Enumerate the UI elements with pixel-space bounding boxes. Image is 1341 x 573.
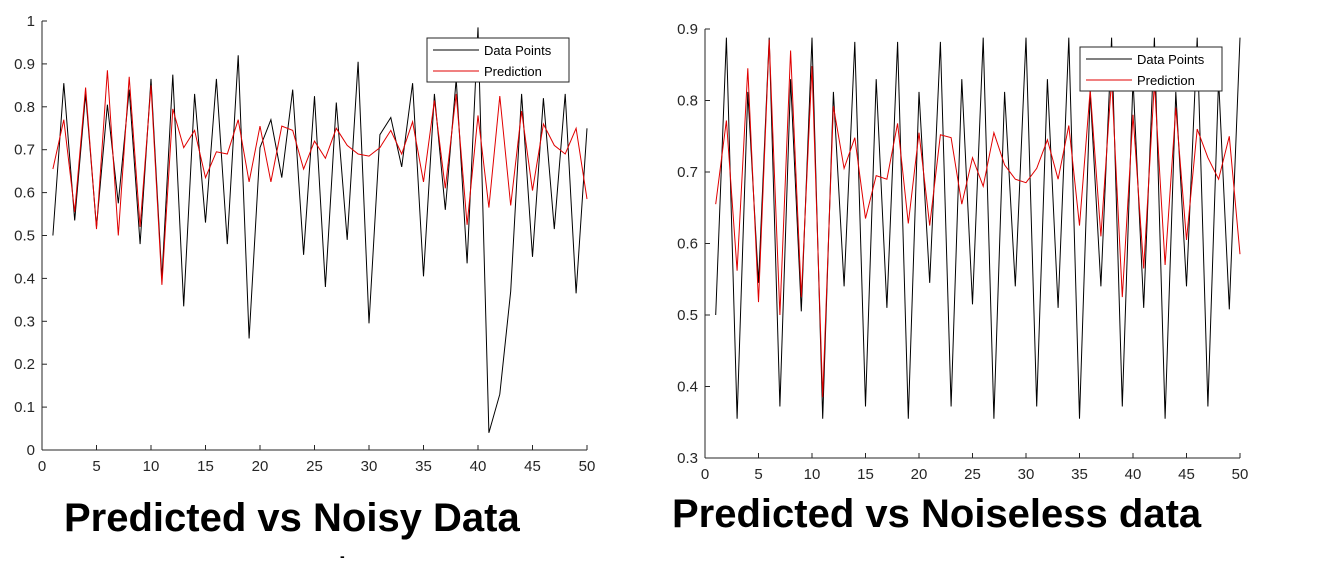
caption-mark: - xyxy=(340,548,345,564)
x-tick-label: 10 xyxy=(804,466,821,480)
x-tick-label: 30 xyxy=(1018,466,1035,480)
left-chart-panel: 0 5 10 15 20 25 30 35 40 45 50 0 0.1 0.2 0.3 0.4 0.5 0.6 0… xyxy=(0,0,640,480)
y-tick-label: 0.6 xyxy=(677,236,698,253)
y-tick-label: 0.9 xyxy=(677,21,698,38)
legend-label-data-points: Data Points xyxy=(484,43,552,58)
x-tick-label: 15 xyxy=(857,466,874,480)
y-tick-label: 0.2 xyxy=(14,356,35,373)
series-line-prediction xyxy=(52,70,588,285)
x-tick-label: 30 xyxy=(361,458,378,475)
x-tick-label: 40 xyxy=(470,458,487,475)
x-tick-label: 5 xyxy=(754,466,762,480)
x-tick-label: 35 xyxy=(1071,466,1088,480)
legend: Data Points Prediction xyxy=(1079,46,1223,92)
y-tick-label: 0.7 xyxy=(677,164,698,181)
right-chart: 0 5 10 15 20 25 30 35 40 45 50 0.3 0.4 0.5 0.6 0.7 0.8 0.… xyxy=(677,21,1249,483)
y-tick-label: 0.7 xyxy=(14,142,35,159)
y-tick-label: 0.3 xyxy=(677,450,698,467)
x-tick-label: 20 xyxy=(911,466,928,480)
x-tick-label: 10 xyxy=(143,458,160,475)
series-line-data-points xyxy=(52,27,588,433)
y-tick-label: 1 xyxy=(27,13,35,30)
legend-label-data-points: Data Points xyxy=(1137,52,1205,67)
x-tick-label: 35 xyxy=(415,458,432,475)
x-tick-label: 0 xyxy=(701,466,709,480)
x-tick-label: 45 xyxy=(524,458,541,475)
series-line-data-points xyxy=(715,37,1241,419)
x-tick-label: 20 xyxy=(252,458,269,475)
y-tick-label: 0.8 xyxy=(14,99,35,116)
y-tick-label: 0.6 xyxy=(14,185,35,202)
y-tick-label: 0.8 xyxy=(677,93,698,110)
x-tick-label: 5 xyxy=(92,458,100,475)
right-chart-caption: Predicted vs Noiseless data xyxy=(672,492,1202,536)
y-tick-label: 0.5 xyxy=(677,307,698,324)
legend-box xyxy=(426,37,570,83)
legend: Data Points Prediction xyxy=(426,37,570,83)
y-tick-label: 0.4 xyxy=(14,270,35,287)
x-tick-label: 45 xyxy=(1178,466,1195,480)
y-tick-label: 0.1 xyxy=(14,399,35,416)
x-tick-label: 40 xyxy=(1125,466,1142,480)
x-tick-label: 0 xyxy=(38,458,46,475)
left-chart-caption: Predicted vs Noisy Data xyxy=(64,496,520,540)
legend-box xyxy=(1079,46,1223,92)
x-tick-label: 15 xyxy=(197,458,214,475)
x-tick-label: 50 xyxy=(579,458,596,475)
y-tick-label: 0.5 xyxy=(14,228,35,245)
right-chart-panel: 0 5 10 15 20 25 30 35 40 45 50 0.3 0.4 0.5 0.6 0.7 0.8 0.… xyxy=(650,0,1341,483)
x-tick-label: 50 xyxy=(1232,466,1249,480)
y-tick-label: 0.3 xyxy=(14,313,35,330)
y-tick-label: 0 xyxy=(27,442,35,459)
x-tick-label: 25 xyxy=(306,458,323,475)
left-chart: 0 5 10 15 20 25 30 35 40 45 50 0 0.1 0.2 0.3 0.4 0.5 0.6 0… xyxy=(14,13,596,475)
legend-label-prediction: Prediction xyxy=(484,64,542,79)
x-tick-label: 25 xyxy=(964,466,981,480)
legend-label-prediction: Prediction xyxy=(1137,73,1195,88)
series-line-prediction xyxy=(715,39,1241,398)
y-tick-label: 0.4 xyxy=(677,379,698,396)
y-tick-label: 0.9 xyxy=(14,56,35,73)
